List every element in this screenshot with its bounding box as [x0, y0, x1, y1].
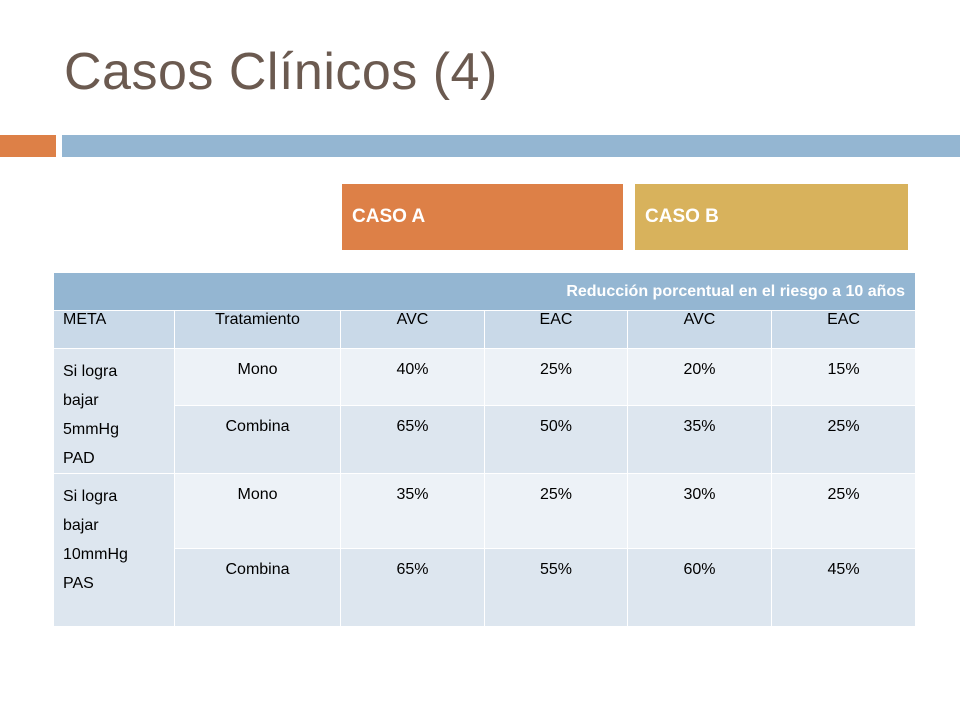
- caso-b-label: CASO B: [635, 184, 908, 250]
- table-caption: Reducción porcentual en el riesgo a 10 a…: [52, 272, 917, 311]
- table-row: Si logra bajar 5mmHg PAD Mono 40% 25% 20…: [53, 348, 917, 474]
- value-cell: 15%: [770, 348, 917, 406]
- value-cell: 35%: [340, 473, 485, 549]
- value-cell: 20%: [627, 348, 772, 406]
- meta-line: PAS: [63, 575, 94, 592]
- meta-line: bajar: [63, 517, 99, 534]
- title-divider-bar: [62, 135, 960, 157]
- table-row: Combina 65% 50% 35% 25%: [54, 405, 917, 474]
- treatment-cell: Mono: [174, 348, 341, 406]
- meta-line: PAD: [63, 450, 95, 467]
- risk-reduction-table: Reducción porcentual en el riesgo a 10 a…: [52, 272, 917, 627]
- value-cell: 45%: [770, 548, 917, 627]
- column-header-meta: META: [53, 310, 175, 349]
- value-cell: 25%: [770, 405, 917, 474]
- column-header-avc-a: AVC: [340, 310, 485, 349]
- meta-line: Si logra: [63, 363, 118, 380]
- value-cell: 25%: [770, 473, 917, 549]
- treatment-cell: Combina: [174, 405, 341, 474]
- meta-line: 5mmHg: [63, 421, 120, 438]
- column-header-avc-b: AVC: [627, 310, 772, 349]
- slide-title: Casos Clínicos (4): [64, 43, 498, 101]
- meta-cell-pad: Si logra bajar 5mmHg PAD: [53, 348, 175, 474]
- value-cell: 25%: [484, 473, 628, 549]
- column-header-eac-b: EAC: [770, 310, 917, 349]
- value-cell: 35%: [627, 405, 772, 474]
- table-row: Combina 65% 55% 60% 45%: [54, 548, 917, 627]
- value-cell: 65%: [340, 405, 485, 474]
- caso-a-label: CASO A: [342, 184, 623, 250]
- value-cell: 65%: [340, 548, 485, 627]
- value-cell: 40%: [340, 348, 485, 406]
- treatment-cell: Mono: [174, 473, 341, 549]
- column-header-row: META Tratamiento AVC EAC AVC EAC: [53, 310, 917, 349]
- value-cell: 25%: [484, 348, 628, 406]
- title-accent-bar: [0, 135, 56, 157]
- value-cell: 50%: [484, 405, 628, 474]
- table-caption-row: Reducción porcentual en el riesgo a 10 a…: [52, 272, 917, 311]
- meta-line: Si logra: [63, 488, 118, 505]
- meta-cell-pas: Si logra bajar 10mmHg PAS: [53, 473, 175, 627]
- column-header-eac-a: EAC: [484, 310, 628, 349]
- meta-line: bajar: [63, 392, 99, 409]
- table-row: Si logra bajar 10mmHg PAS Mono 35% 25% 3…: [53, 473, 917, 627]
- value-cell: 60%: [627, 548, 772, 627]
- treatment-cell: Combina: [174, 548, 341, 627]
- value-cell: 30%: [627, 473, 772, 549]
- value-cell: 55%: [484, 548, 628, 627]
- meta-line: 10mmHg: [63, 546, 128, 563]
- column-header-tratamiento: Tratamiento: [174, 310, 341, 349]
